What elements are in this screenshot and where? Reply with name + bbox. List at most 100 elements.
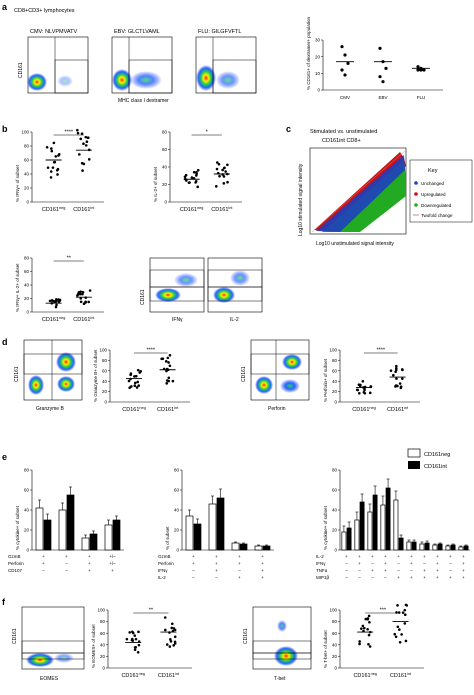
- d1-ytick-label: 20: [102, 389, 108, 394]
- b1-group-label-neg: CD161neg: [42, 206, 65, 213]
- panel-letter-c: c: [286, 124, 291, 134]
- f2-point: [367, 642, 370, 646]
- f2-point: [401, 611, 405, 614]
- f1-ytick-label: 20: [100, 654, 106, 659]
- d1-point: [133, 384, 137, 387]
- d-flow-plot-gzmb: [23, 339, 83, 401]
- e1-matrix-cell: –: [65, 561, 68, 566]
- b3-point: [88, 289, 92, 292]
- d1-ytick-label: 60: [102, 368, 108, 373]
- panel-letter-d: d: [2, 337, 8, 347]
- b2-point: [184, 173, 188, 177]
- b3-ytick-label: 0: [26, 310, 29, 315]
- e1-ytick-label: 20: [24, 528, 30, 533]
- f1-point: [137, 643, 141, 647]
- b1-group-label-int: CD161int: [73, 206, 95, 213]
- c-key-swatch-downregulated: [414, 203, 418, 207]
- c-ylabel: Log10 stimulated signal intensity: [298, 163, 304, 236]
- e1-matrix-cell: +: [42, 554, 45, 559]
- f1-ytick-label: 0: [102, 666, 105, 671]
- e3-bar: [367, 511, 373, 551]
- f2-point: [361, 624, 365, 628]
- d2-point: [363, 388, 366, 392]
- d1-point: [167, 379, 170, 383]
- d2-point: [392, 373, 395, 377]
- e3-bar: [419, 543, 425, 551]
- e3-bar: [445, 545, 451, 551]
- e3-bar: [393, 499, 399, 551]
- f2-ytick-label: 100: [329, 608, 337, 613]
- c-volcano-plot: Log10 stimulated signal intensity Log10 …: [298, 147, 407, 247]
- f1-point: [131, 639, 135, 642]
- d1-sig-label: ****: [147, 348, 156, 354]
- d1-point: [165, 382, 169, 385]
- a-point: [384, 66, 388, 70]
- f1-sig-label: **: [149, 608, 154, 614]
- e2-ytick-label: 20: [174, 528, 180, 533]
- f2-ylabel: % T-bet+ of subset: [323, 630, 328, 668]
- d2-point: [401, 368, 404, 372]
- e2-matrix-cell: +: [261, 568, 264, 573]
- e3-matrix-cell: +: [410, 575, 413, 580]
- f1-ytick-label: 100: [97, 608, 105, 613]
- e3-matrix-cell: –: [423, 561, 426, 566]
- a-point: [416, 65, 420, 69]
- e3-bar: [458, 546, 464, 551]
- d2-point: [357, 391, 361, 395]
- e2-row-label: IFNγ: [158, 568, 168, 573]
- b1-ytick-label: 0: [26, 200, 29, 205]
- f1-point: [173, 628, 177, 632]
- e2-matrix-cell: +: [192, 554, 195, 559]
- d2-group-label-neg: CD161neg: [352, 406, 375, 413]
- b1-ytick-label: 60: [24, 158, 30, 163]
- d1-point: [129, 385, 133, 388]
- b1-point: [54, 155, 58, 158]
- e2-bar: [193, 523, 202, 551]
- chart-b-ifng-il2: 0 20 40 60 80 % IFNγ+ IL-2+ of subset CD161neg…: [15, 256, 104, 323]
- f-flow-xlabel-tbet: T-bet: [274, 676, 286, 682]
- e2-matrix-cell: –: [215, 575, 218, 580]
- b3-point: [87, 300, 90, 304]
- e3-matrix-cell: +: [436, 561, 439, 566]
- d2-ytick-label: 40: [332, 379, 338, 384]
- b1-ytick-label: 100: [21, 130, 29, 135]
- e1-matrix-cell: +/–: [109, 554, 116, 559]
- e2-matrix-cell: +: [238, 554, 241, 559]
- f1-point: [131, 631, 135, 635]
- e3-matrix-cell: –: [410, 568, 413, 573]
- f2-point: [404, 639, 408, 643]
- b3-point: [79, 292, 82, 296]
- f1-point: [133, 648, 137, 652]
- e3-bar: [341, 531, 347, 551]
- e1-bar: [89, 533, 98, 551]
- e3-matrix-cell: +: [397, 575, 400, 580]
- f-flow-ylabel-1: CD161: [12, 628, 18, 644]
- a-ytick-label: 0: [317, 88, 320, 93]
- a-point: [340, 68, 344, 72]
- e3-matrix-cell: +: [410, 561, 413, 566]
- e3-bar: [346, 527, 352, 551]
- e2-ytick-label: 60: [174, 488, 180, 493]
- d1-point: [164, 360, 168, 363]
- e3-bar: [406, 541, 412, 551]
- f2-point: [367, 633, 371, 637]
- e2-bar: [216, 497, 225, 551]
- e1-bar: [81, 537, 90, 551]
- e1-row-label: CD107: [8, 568, 23, 573]
- a-flow-plot-cmv: CMV: NLVPMVATV: [27, 29, 89, 94]
- chart-e2-subset: 0 20 40 60 80 % of subset + + – – + + + – + + – + + + + + GzmB…: [158, 468, 274, 580]
- b1-point: [87, 158, 91, 161]
- b1-point: [80, 161, 84, 165]
- e2-matrix-cell: +: [215, 568, 218, 573]
- b3-point: [79, 297, 83, 300]
- b1-point: [76, 131, 80, 135]
- d1-point: [133, 375, 136, 378]
- f2-point: [400, 633, 403, 636]
- d2-sig-label: ****: [377, 348, 386, 354]
- b2-point: [224, 170, 227, 173]
- e-legend-int: CD161int: [424, 464, 447, 470]
- c-key-unchanged: Unchanged: [421, 181, 445, 186]
- b1-point: [81, 169, 84, 172]
- e3-matrix-cell: –: [345, 575, 348, 580]
- b3-ytick-label: 60: [24, 269, 30, 274]
